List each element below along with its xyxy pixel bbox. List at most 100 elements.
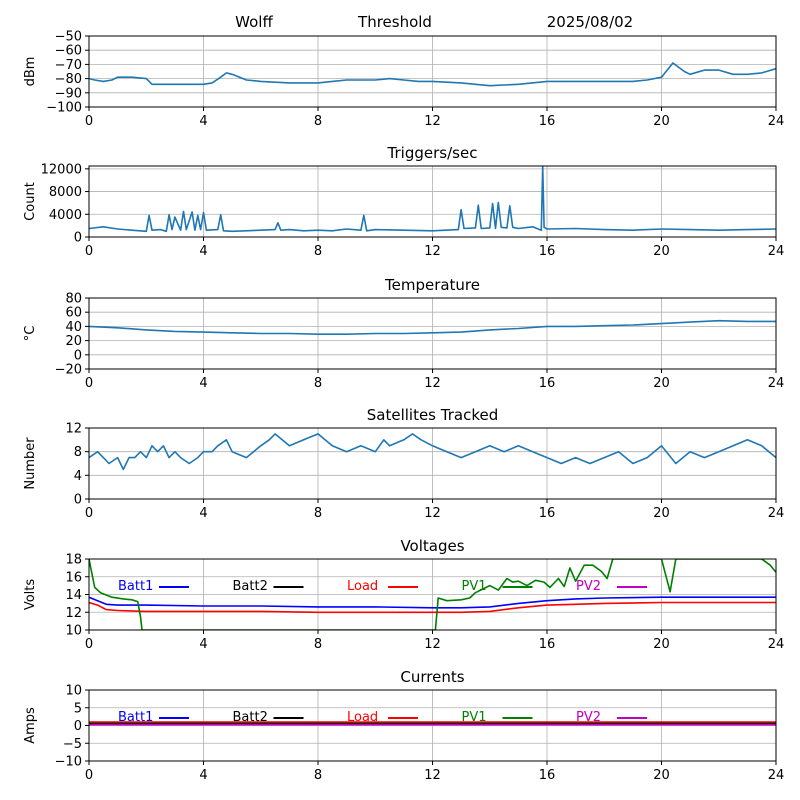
x-tick-label: 8	[314, 768, 322, 783]
y-tick-label: 4000	[49, 208, 82, 223]
header-station: Wolff	[235, 13, 273, 31]
y-tick-label: −60	[55, 44, 82, 59]
y-tick-label: −5	[63, 737, 82, 752]
y-tick-label: 12	[65, 422, 82, 437]
x-tick-label: 8	[314, 244, 322, 259]
y-tick-label: 0	[74, 231, 82, 246]
y-axis-label: Volts	[23, 579, 38, 611]
y-tick-label: 0	[74, 348, 82, 363]
legend-label-pv1: PV1	[462, 710, 487, 725]
header-mode: Threshold	[357, 13, 432, 31]
panel-title: Triggers/sec	[387, 144, 478, 162]
panel-title: Temperature	[384, 276, 480, 294]
series-line-1	[89, 166, 776, 233]
x-tick-label: 4	[199, 376, 207, 391]
y-tick-label: −80	[55, 72, 82, 87]
y-tick-label: −70	[55, 58, 82, 73]
y-tick-label: 16	[65, 570, 82, 585]
panel-title: Voltages	[400, 537, 464, 555]
legend-label-pv1: PV1	[462, 579, 487, 594]
y-tick-label: 12000	[41, 162, 82, 177]
legend-label-batt1: Batt1	[118, 710, 153, 725]
x-tick-label: 0	[85, 768, 93, 783]
x-tick-label: 20	[653, 114, 670, 129]
legend-label-pv2: PV2	[576, 579, 601, 594]
x-tick-label: 12	[424, 506, 441, 521]
header-date: 2025/08/02	[547, 13, 633, 31]
chart-panel-5: 0 4 8 12 16 20 24 10 12 14 16 18 Voltages Volts Batt1 B…	[23, 537, 784, 652]
y-tick-label: 10	[65, 684, 82, 699]
x-tick-label: 16	[539, 244, 556, 259]
y-axis-label: Amps	[23, 707, 38, 744]
y-tick-label: 0	[74, 719, 82, 734]
y-tick-label: 40	[65, 320, 82, 335]
x-tick-label: 0	[85, 376, 93, 391]
x-tick-label: 20	[653, 637, 670, 652]
y-tick-label: 8000	[49, 185, 82, 200]
x-tick-label: 12	[424, 114, 441, 129]
x-tick-label: 24	[768, 376, 785, 391]
x-tick-label: 0	[85, 114, 93, 129]
y-tick-label: 12	[65, 606, 82, 621]
x-tick-label: 16	[539, 506, 556, 521]
series-line-load	[89, 601, 776, 614]
y-tick-label: −50	[55, 30, 82, 45]
x-tick-label: 4	[199, 244, 207, 259]
y-tick-label: 4	[74, 469, 82, 484]
series-line-batt1	[89, 596, 776, 609]
panel-title: Satellites Tracked	[367, 406, 498, 424]
x-tick-label: 12	[424, 244, 441, 259]
legend-label-pv2: PV2	[576, 710, 601, 725]
series-line-pv1	[89, 559, 776, 630]
chart-panel-4: 0 4 8 12 16 20 24 0 4 8 12 Satellites Tracked Number	[23, 406, 784, 521]
y-tick-label: 14	[65, 588, 82, 603]
y-axis-label: dBm	[23, 57, 38, 87]
x-tick-label: 16	[539, 768, 556, 783]
y-tick-label: 0	[74, 493, 82, 508]
y-tick-label: 20	[65, 334, 82, 349]
x-tick-label: 16	[539, 637, 556, 652]
x-tick-label: 12	[424, 637, 441, 652]
x-tick-label: 4	[199, 506, 207, 521]
chart-panel-6: 0 4 8 12 16 20 24 −10 −5 0 5 10 Currents Amps Batt1 Bat…	[23, 668, 784, 783]
x-tick-label: 16	[539, 114, 556, 129]
series-line-1	[89, 433, 776, 471]
x-tick-label: 24	[768, 244, 785, 259]
legend-label-load: Load	[347, 579, 378, 594]
y-axis-label: °C	[23, 326, 38, 342]
x-tick-label: 16	[539, 376, 556, 391]
y-tick-label: −20	[55, 363, 82, 378]
legend-label-load: Load	[347, 710, 378, 725]
x-tick-label: 24	[768, 114, 785, 129]
y-tick-label: 80	[65, 292, 82, 307]
x-tick-label: 24	[768, 768, 785, 783]
chart-panel-1: 0 4 8 12 16 20 24 −100−90−80−70−60−50 dBm	[23, 30, 784, 130]
y-tick-label: 60	[65, 306, 82, 321]
x-tick-label: 8	[314, 506, 322, 521]
legend-label-batt2: Batt2	[233, 710, 268, 725]
series-line-1	[89, 319, 776, 336]
x-tick-label: 8	[314, 376, 322, 391]
x-tick-label: 0	[85, 506, 93, 521]
y-tick-label: −100	[46, 101, 82, 116]
x-tick-label: 20	[653, 506, 670, 521]
y-tick-label: −10	[55, 755, 82, 770]
y-tick-label: −90	[55, 86, 82, 101]
x-tick-label: 4	[199, 768, 207, 783]
x-tick-label: 4	[199, 637, 207, 652]
x-tick-label: 24	[768, 506, 785, 521]
legend-label-batt1: Batt1	[118, 579, 153, 594]
legend-label-batt2: Batt2	[233, 579, 268, 594]
x-tick-label: 24	[768, 637, 785, 652]
x-tick-label: 0	[85, 244, 93, 259]
x-tick-label: 20	[653, 376, 670, 391]
y-tick-label: 10	[65, 624, 82, 639]
x-tick-label: 0	[85, 637, 93, 652]
x-tick-label: 20	[653, 768, 670, 783]
y-tick-label: 18	[65, 553, 82, 568]
y-tick-label: 8	[74, 445, 82, 460]
chart-panel-2: 0 4 8 12 16 20 24 0 4000 8000 12000 Triggers/sec Cou…	[23, 144, 784, 259]
